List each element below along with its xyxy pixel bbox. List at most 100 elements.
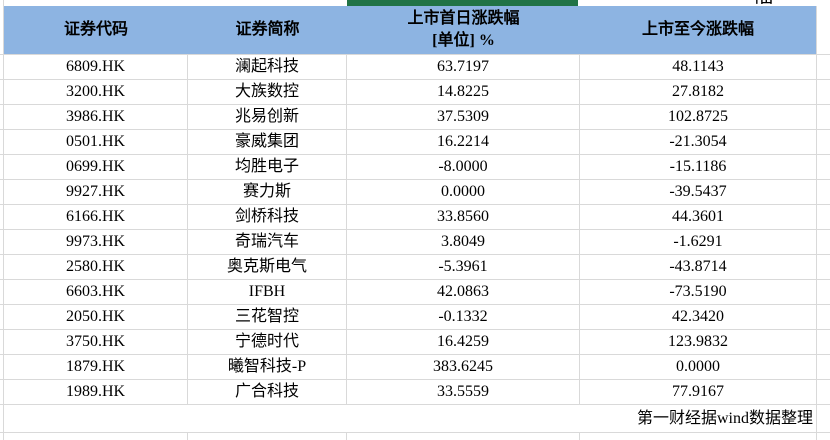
cell-first-day[interactable]: -8.0000 xyxy=(347,155,580,180)
table-row: 1989.HK 广合科技 33.5559 77.9167 xyxy=(0,380,830,405)
cell-since[interactable]: 27.8182 xyxy=(580,80,817,105)
header-cell-first-day[interactable]: 上市首日涨跌幅 [单位] % xyxy=(347,6,580,55)
cell-code[interactable]: 0699.HK xyxy=(4,155,188,180)
cell-code[interactable]: 3750.HK xyxy=(4,330,188,355)
cell-since[interactable]: -39.5437 xyxy=(580,180,817,205)
right-sliver-cell xyxy=(817,255,830,280)
empty-cell xyxy=(4,433,188,440)
right-sliver-cell xyxy=(817,280,830,305)
cell-name[interactable]: 均胜电子 xyxy=(188,155,347,180)
cell-name[interactable]: 兆易创新 xyxy=(188,105,347,130)
table-row: 6809.HK 澜起科技 63.7197 48.1143 xyxy=(0,55,830,80)
cell-name[interactable]: 剑桥科技 xyxy=(188,205,347,230)
left-sliver-cell xyxy=(0,80,4,105)
cell-code[interactable]: 1879.HK xyxy=(4,355,188,380)
cell-since[interactable]: 44.3601 xyxy=(580,205,817,230)
right-sliver-cell xyxy=(817,355,830,380)
cell-first-day[interactable]: 37.5309 xyxy=(347,105,580,130)
cell-since[interactable]: -43.8714 xyxy=(580,255,817,280)
cell-name[interactable]: 豪威集团 xyxy=(188,130,347,155)
cell-code[interactable]: 6603.HK xyxy=(4,280,188,305)
right-sliver-cell xyxy=(817,330,830,355)
cell-name[interactable]: 澜起科技 xyxy=(188,55,347,80)
cell-since[interactable]: 77.9167 xyxy=(580,380,817,405)
cell-code[interactable]: 9927.HK xyxy=(4,180,188,205)
cell-since[interactable]: 0.0000 xyxy=(580,355,817,380)
left-sliver-cell xyxy=(0,230,4,255)
header-cell-since-listing[interactable]: 上市至今涨跌幅 xyxy=(580,6,817,55)
right-sliver-cell xyxy=(817,6,830,55)
cell-name[interactable]: 广合科技 xyxy=(188,380,347,405)
right-sliver-cell xyxy=(817,230,830,255)
header-cell-name[interactable]: 证券简称 xyxy=(188,6,347,55)
table-row: 2580.HK 奥克斯电气 -5.3961 -43.8714 xyxy=(0,255,830,280)
cell-code[interactable]: 3200.HK xyxy=(4,80,188,105)
cell-first-day[interactable]: -5.3961 xyxy=(347,255,580,280)
cell-since[interactable]: -73.5190 xyxy=(580,280,817,305)
table-row: 3750.HK 宁德时代 16.4259 123.9832 xyxy=(0,330,830,355)
left-sliver-cell xyxy=(0,330,4,355)
cell-first-day[interactable]: 16.2214 xyxy=(347,130,580,155)
empty-cell xyxy=(188,433,347,440)
cell-since[interactable]: -21.3054 xyxy=(580,130,817,155)
cell-code[interactable]: 0501.HK xyxy=(4,130,188,155)
left-sliver-cell xyxy=(0,55,4,80)
cell-first-day[interactable]: 3.8049 xyxy=(347,230,580,255)
cell-code[interactable]: 6809.HK xyxy=(4,55,188,80)
cell-name[interactable]: 大族数控 xyxy=(188,80,347,105)
cell-first-day[interactable]: 33.5559 xyxy=(347,380,580,405)
cell-name[interactable]: 奥克斯电气 xyxy=(188,255,347,280)
header-first-day-line2: [单位] % xyxy=(432,32,495,49)
table-footer-row: 第一财经据wind数据整理 xyxy=(0,405,830,433)
left-sliver-cell xyxy=(0,205,4,230)
cell-since[interactable]: -15.1186 xyxy=(580,155,817,180)
left-sliver-cell xyxy=(0,6,4,55)
cell-since[interactable]: 48.1143 xyxy=(580,55,817,80)
left-sliver-cell xyxy=(0,433,4,440)
table-row: 3986.HK 兆易创新 37.5309 102.8725 xyxy=(0,105,830,130)
top-clipped-row: 幅 xyxy=(0,0,830,6)
left-sliver-cell xyxy=(0,355,4,380)
cell-first-day[interactable]: 14.8225 xyxy=(347,80,580,105)
cell-first-day[interactable]: 0.0000 xyxy=(347,180,580,205)
left-sliver-cell xyxy=(0,155,4,180)
table-row: 3200.HK 大族数控 14.8225 27.8182 xyxy=(0,80,830,105)
cell-first-day[interactable]: 33.8560 xyxy=(347,205,580,230)
bottom-clipped-row xyxy=(0,433,830,440)
right-sliver-cell xyxy=(817,105,830,130)
right-sliver-cell xyxy=(817,80,830,105)
cell-code[interactable]: 9973.HK xyxy=(4,230,188,255)
cell-since[interactable]: 102.8725 xyxy=(580,105,817,130)
left-sliver-cell xyxy=(0,180,4,205)
source-note[interactable]: 第一财经据wind数据整理 xyxy=(4,405,817,433)
cell-since[interactable]: 42.3420 xyxy=(580,305,817,330)
header-cell-code[interactable]: 证券代码 xyxy=(4,6,188,55)
cell-name[interactable]: 奇瑞汽车 xyxy=(188,230,347,255)
left-sliver-cell xyxy=(0,105,4,130)
cell-code[interactable]: 1989.HK xyxy=(4,380,188,405)
cell-code[interactable]: 6166.HK xyxy=(4,205,188,230)
table-row: 2050.HK 三花智控 -0.1332 42.3420 xyxy=(0,305,830,330)
cell-since[interactable]: 123.9832 xyxy=(580,330,817,355)
cell-first-day[interactable]: 16.4259 xyxy=(347,330,580,355)
cell-code[interactable]: 3986.HK xyxy=(4,105,188,130)
cell-first-day[interactable]: 63.7197 xyxy=(347,55,580,80)
cell-code[interactable]: 2580.HK xyxy=(4,255,188,280)
cell-code[interactable]: 2050.HK xyxy=(4,305,188,330)
cell-first-day[interactable]: -0.1332 xyxy=(347,305,580,330)
table-row: 9927.HK 赛力斯 0.0000 -39.5437 xyxy=(0,180,830,205)
cell-name[interactable]: 宁德时代 xyxy=(188,330,347,355)
cell-name[interactable]: IFBH xyxy=(188,280,347,305)
left-sliver-cell xyxy=(0,405,4,433)
cell-since[interactable]: -1.6291 xyxy=(580,230,817,255)
cell-first-day[interactable]: 383.6245 xyxy=(347,355,580,380)
empty-cell xyxy=(580,433,817,440)
table-row: 6603.HK IFBH 42.0863 -73.5190 xyxy=(0,280,830,305)
clipped-text-fragment: 幅 xyxy=(752,0,773,6)
cell-first-day[interactable]: 42.0863 xyxy=(347,280,580,305)
cell-name[interactable]: 曦智科技-P xyxy=(188,355,347,380)
cell-name[interactable]: 赛力斯 xyxy=(188,180,347,205)
cell-name[interactable]: 三花智控 xyxy=(188,305,347,330)
right-sliver-cell xyxy=(817,55,830,80)
